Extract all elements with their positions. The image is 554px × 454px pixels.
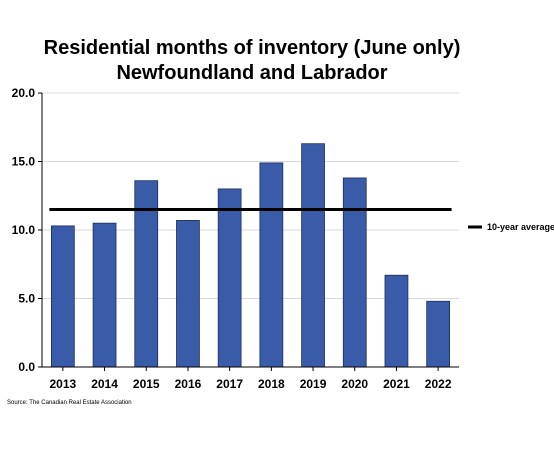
bar-2021: [384, 274, 409, 368]
chart-title: Residential months of inventory (June on…: [44, 37, 461, 59]
x-tick-label: 2013: [49, 377, 76, 391]
x-tick-label: 2018: [258, 377, 285, 391]
x-tick-label: 2017: [216, 377, 243, 391]
legend-label-average: 10-year average: [487, 222, 554, 232]
y-tick-label: 0.0: [18, 360, 35, 374]
bar-2016: [176, 220, 200, 368]
bar-2013: [50, 225, 75, 368]
y-tick-label: 5.0: [18, 292, 35, 306]
x-tick-label: 2021: [383, 377, 410, 391]
legend: 10-year average: [468, 222, 554, 232]
bar-2020: [342, 177, 367, 368]
source-note: Source: The Canadian Real Estate Associa…: [7, 400, 132, 406]
x-tick-label: 2015: [133, 377, 160, 391]
y-tick-label: 10.0: [12, 223, 36, 237]
y-tick-label: 15.0: [12, 155, 36, 169]
y-tick-label: 20.0: [12, 86, 36, 100]
x-tick-label: 2020: [341, 377, 368, 391]
x-tick-label: 2014: [91, 377, 118, 391]
chart-subtitle: Newfoundland and Labrador: [116, 62, 387, 84]
bar-2019: [301, 143, 325, 368]
bars: [50, 143, 451, 368]
bar-2022: [426, 300, 451, 368]
axes: 0.0 5.0 10.0 15.0 20.0 2013 2014 2015 2016 2017 20…: [12, 86, 459, 391]
bar-2018: [259, 162, 284, 368]
bar-2014: [92, 222, 117, 368]
bar-2017: [217, 188, 242, 368]
x-tick-label: 2022: [425, 377, 452, 391]
x-tick-label: 2019: [300, 377, 327, 391]
x-tick-label: 2016: [175, 377, 202, 391]
